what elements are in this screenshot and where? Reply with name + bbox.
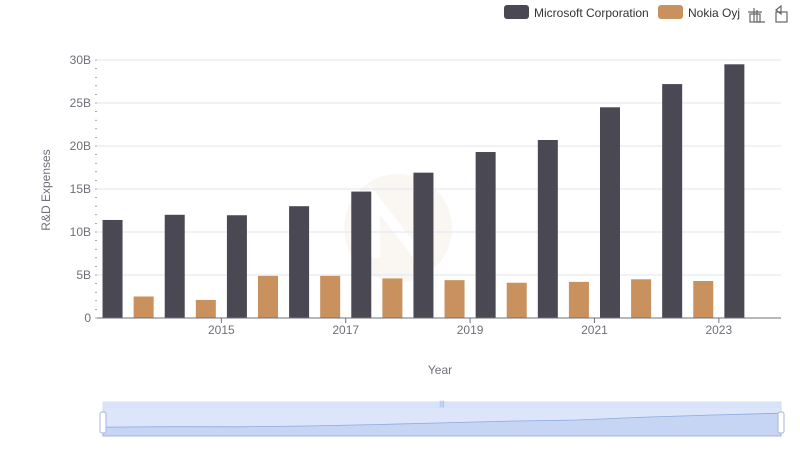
bar-nokia-2022[interactable]: [631, 279, 652, 318]
x-tick-label: 2019: [457, 323, 484, 337]
bar-nokia-2016[interactable]: [258, 275, 278, 318]
bar-nokia-2017[interactable]: [320, 275, 341, 318]
slider-grip: |||: [439, 401, 445, 408]
y-tick-label: 10B: [70, 225, 91, 239]
legend-item-series-0[interactable]: Microsoft Corporation: [504, 5, 649, 20]
bar-nokia-2014[interactable]: [133, 296, 154, 319]
slider-right-handle[interactable]: [777, 411, 785, 434]
bar-microsoft-2021[interactable]: [537, 139, 558, 318]
data-zoom-slider[interactable]: |||: [99, 401, 785, 437]
y-tick-label: 25B: [70, 96, 91, 110]
bar-nokia-2015[interactable]: [195, 299, 216, 318]
restore-icon[interactable]: [775, 4, 788, 23]
y-tick-label: 30B: [70, 53, 91, 67]
bar-microsoft-2019[interactable]: [413, 172, 434, 318]
x-axis-title: Year: [428, 363, 452, 377]
bars: [102, 64, 745, 319]
x-tick-label: 2017: [332, 323, 359, 337]
legend-swatch: [658, 5, 683, 19]
x-tick-label: 2021: [581, 323, 608, 337]
bar-microsoft-2020[interactable]: [475, 152, 496, 318]
y-tick-label: 5B: [76, 268, 91, 282]
legend: Microsoft Corporation Nokia Oyj: [504, 5, 740, 20]
x-tick-label: 2023: [705, 323, 732, 337]
bar-nokia-2021[interactable]: [568, 281, 589, 318]
bar-microsoft-2024[interactable]: [724, 64, 745, 318]
y-axis-title: R&D Expenses: [39, 149, 53, 230]
slider-left-handle[interactable]: [99, 411, 107, 434]
bar-microsoft-2014[interactable]: [102, 219, 123, 318]
legend-label: Microsoft Corporation: [534, 6, 649, 20]
slider-top-bar: [103, 402, 781, 408]
x-tick-label: 2015: [208, 323, 235, 337]
x-axis: 2015 2017 2019 2021 2023: [208, 318, 732, 337]
y-axis: 0 5B 10B 15B 20B 25B 30B: [70, 53, 97, 325]
legend-item-series-1[interactable]: Nokia Oyj: [658, 5, 740, 20]
bar-microsoft-2017[interactable]: [289, 206, 310, 318]
bar-nokia-2019[interactable]: [444, 280, 465, 318]
y-tick-label: 0: [84, 311, 91, 325]
y-tick-label: 15B: [70, 182, 91, 196]
y-tick-label: 20B: [70, 139, 91, 153]
bar-microsoft-2022[interactable]: [600, 107, 620, 318]
bar-microsoft-2023[interactable]: [662, 84, 683, 318]
bar-nokia-2018[interactable]: [382, 278, 403, 318]
legend-swatch: [504, 5, 529, 19]
bar-microsoft-2016[interactable]: [226, 215, 247, 318]
legend-label: Nokia Oyj: [688, 6, 740, 20]
bar-nokia-2023[interactable]: [693, 281, 714, 318]
bar-microsoft-2015[interactable]: [164, 214, 185, 318]
bar-microsoft-2018[interactable]: [351, 191, 372, 318]
bar-nokia-2020[interactable]: [506, 282, 527, 318]
zoom-icon[interactable]: [748, 8, 765, 23]
